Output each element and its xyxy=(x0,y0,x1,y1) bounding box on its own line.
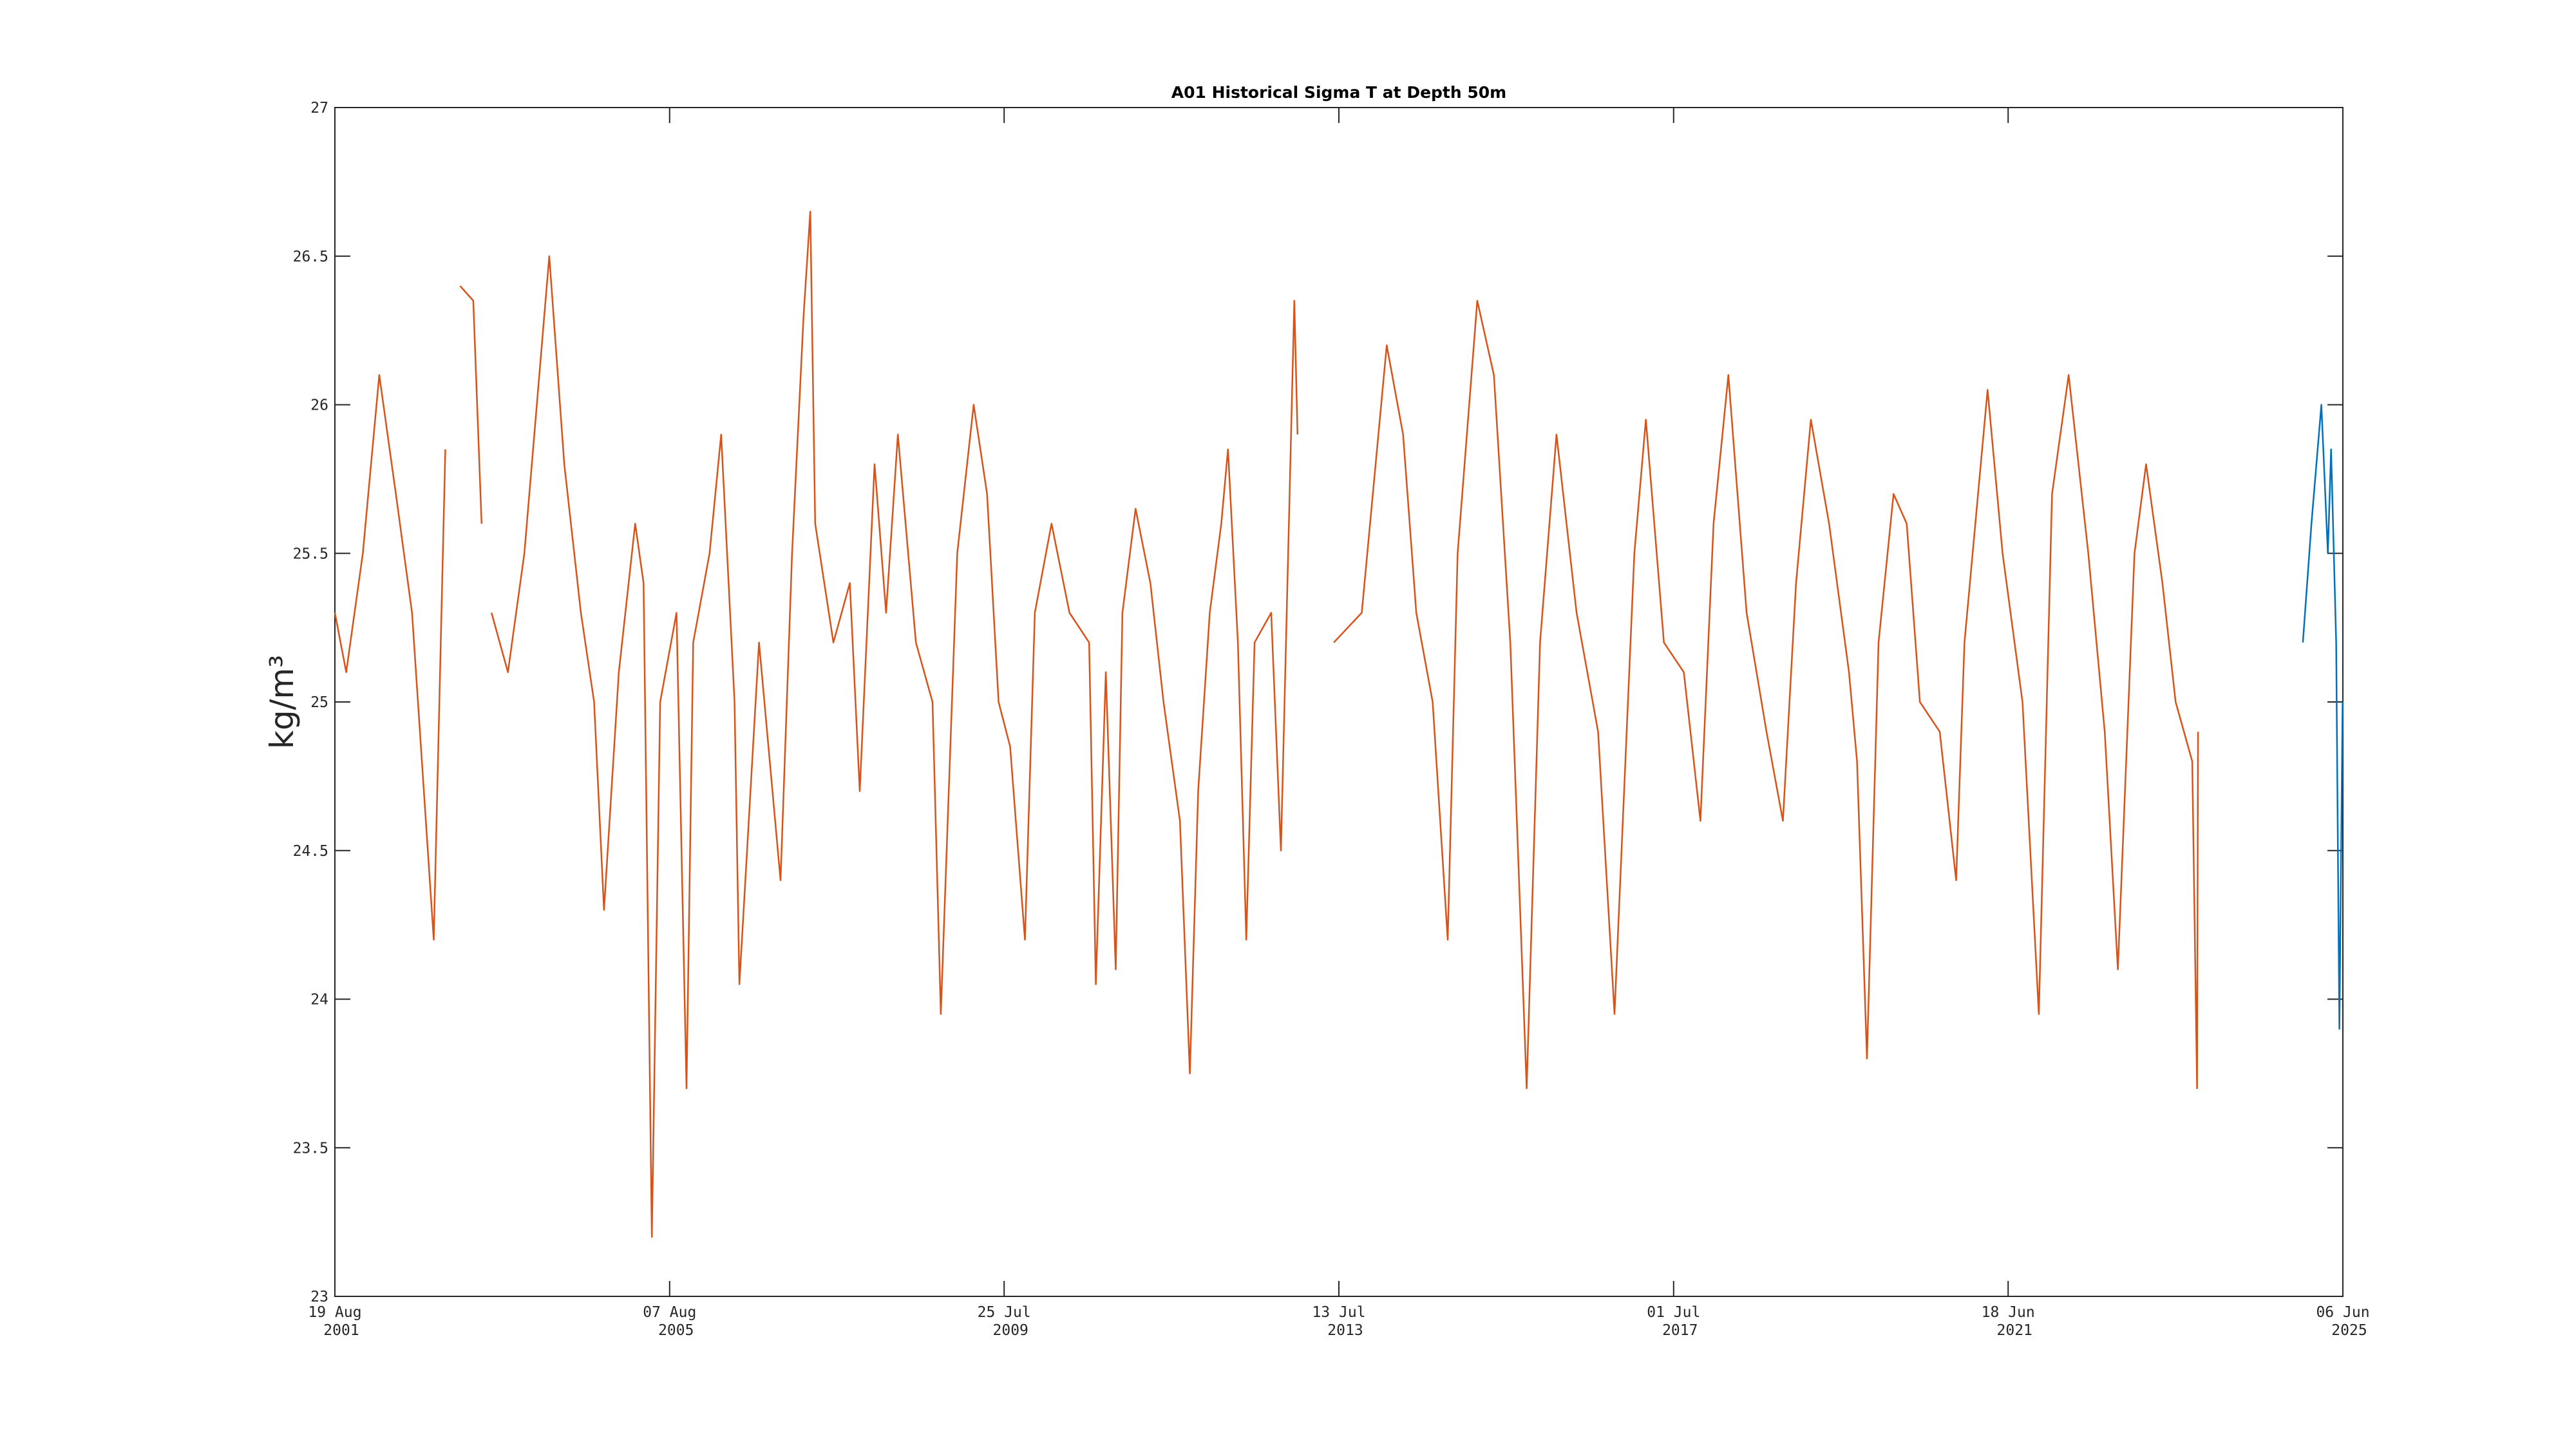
x-tick-label: 06 Jun 2025 xyxy=(2316,1304,2369,1339)
y-tick-label: 26.5 xyxy=(293,249,328,265)
chart-title: A01 Historical Sigma T at Depth 50m xyxy=(1171,83,1506,102)
y-tick-label: 24.5 xyxy=(293,843,328,860)
x-tick-label: 18 Jun 2021 xyxy=(1982,1304,2035,1339)
plot-area xyxy=(334,107,2344,1297)
y-tick-label: 25.5 xyxy=(293,545,328,562)
y-tick-label: 24 xyxy=(310,992,328,1009)
y-tick-label: 27 xyxy=(310,100,328,117)
x-tick-label: 25 Jul 2009 xyxy=(978,1304,1031,1339)
x-tick-label: 01 Jul 2017 xyxy=(1647,1304,1700,1339)
y-tick-label: 26 xyxy=(310,397,328,414)
y-tick-label: 25 xyxy=(310,694,328,711)
y-axis-label: kg/m³ xyxy=(263,655,301,749)
y-tick-label: 23 xyxy=(310,1289,328,1305)
series-line xyxy=(2302,404,2344,1030)
x-tick-label: 07 Aug 2005 xyxy=(643,1304,696,1339)
y-tick-label: 23.5 xyxy=(293,1140,328,1157)
x-tick-label: 13 Jul 2013 xyxy=(1312,1304,1365,1339)
x-tick-label: 19 Aug 2001 xyxy=(308,1304,361,1339)
series-line xyxy=(334,211,2199,1238)
